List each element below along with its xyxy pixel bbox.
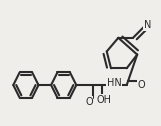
Text: HN: HN	[107, 78, 122, 88]
Text: OH: OH	[96, 95, 111, 105]
Text: N: N	[144, 20, 152, 30]
Text: O: O	[85, 97, 93, 107]
Text: O: O	[138, 80, 145, 90]
